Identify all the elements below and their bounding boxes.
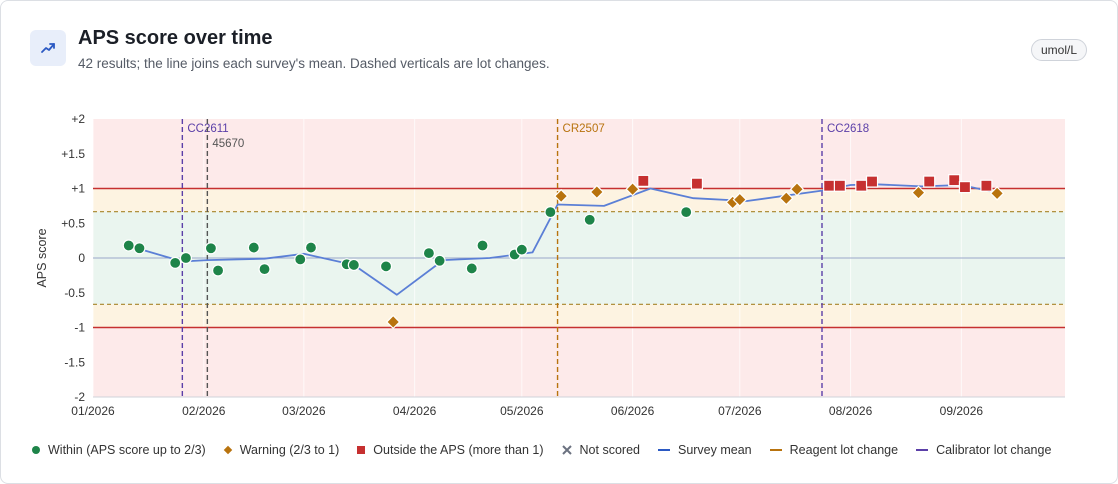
y-axis-label: APS score — [35, 228, 49, 287]
point-warning — [732, 192, 748, 207]
y-tick-label: -0.5 — [64, 286, 85, 300]
point-within — [515, 243, 528, 256]
trending-up-icon — [30, 30, 66, 66]
legend-item-reagent-lot[interactable]: Reagent lot change — [769, 443, 898, 457]
legend-item-outside[interactable]: Outside the APS (more than 1) — [356, 443, 544, 457]
point-outside — [958, 181, 972, 194]
point-within — [211, 264, 225, 277]
point-outside — [923, 175, 936, 188]
point-within — [247, 241, 260, 254]
point-warning — [625, 181, 640, 197]
point-within — [304, 241, 318, 254]
band-outside-lower — [93, 327, 1065, 397]
band-outside-upper — [93, 119, 1065, 189]
y-tick-label: +1 — [71, 182, 85, 196]
point-warning — [989, 186, 1005, 201]
aps-score-chart: 01/2026 02/2026 03/2026 04/2026 05/2026 06/20… — [35, 112, 1065, 418]
legend-item-not-scored[interactable]: Not scored — [561, 443, 640, 457]
legend-label-reagent-lot: Reagent lot change — [789, 443, 899, 457]
point-within — [583, 213, 596, 226]
legend-label-survey-mean: Survey mean — [677, 443, 752, 457]
point-within — [422, 247, 436, 260]
legend-item-warning[interactable]: Warning (2/3 to 1) — [223, 443, 340, 457]
point-within — [680, 206, 693, 219]
legend-label-warning: Warning (2/3 to 1) — [239, 443, 340, 457]
legend-label-not-scored: Not scored — [579, 443, 640, 457]
y-tick-label: +1.5 — [61, 147, 85, 161]
point-within — [465, 262, 478, 275]
x-tick-label: 01/2026 — [71, 404, 115, 418]
point-within — [347, 258, 360, 272]
legend-label-within: Within (APS score up to 2/3) — [48, 443, 206, 457]
point-outside — [855, 179, 868, 192]
point-within — [169, 256, 182, 269]
point-warning — [779, 191, 794, 206]
point-within — [258, 263, 271, 276]
x-tick-label: 08/2026 — [829, 404, 873, 418]
legend-item-within[interactable]: Within (APS score up to 2/3) — [31, 443, 206, 457]
x-tick-label: 09/2026 — [940, 404, 984, 418]
y-tick-label: -2 — [74, 390, 85, 404]
x-tick-label: 02/2026 — [182, 404, 226, 418]
x-tick-label: 03/2026 — [282, 404, 326, 418]
point-within — [122, 239, 135, 252]
point-outside — [637, 174, 650, 187]
lot-change-label: CC2618 — [827, 123, 869, 135]
y-tick-label: -1 — [74, 321, 85, 335]
point-within — [133, 242, 146, 255]
band-warning-lower — [93, 304, 1065, 328]
chart-subtitle: 42 results; the line joins each survey's… — [78, 56, 550, 71]
point-outside — [690, 177, 704, 190]
y-tick-label: -1.5 — [64, 355, 85, 369]
x-tick-label: 04/2026 — [393, 404, 437, 418]
point-warning — [553, 188, 569, 204]
point-within — [476, 239, 489, 252]
x-tick-label: 07/2026 — [718, 404, 762, 418]
point-within — [294, 253, 307, 266]
legend-label-outside: Outside the APS (more than 1) — [373, 443, 544, 457]
x-tick-label: 05/2026 — [500, 404, 544, 418]
point-within — [179, 251, 193, 265]
point-within — [379, 260, 393, 273]
legend-item-calibrator-lot[interactable]: Calibrator lot change — [915, 443, 1051, 457]
y-tick-label: 0 — [78, 251, 85, 265]
lot-change-label: 45670 — [212, 138, 244, 150]
point-within — [433, 254, 446, 267]
point-outside — [980, 179, 993, 192]
point-warning — [911, 185, 926, 200]
point-within — [204, 242, 218, 255]
point-warning — [589, 184, 605, 200]
unit-badge[interactable]: umol/L — [1031, 39, 1088, 61]
x-tick-label: 06/2026 — [611, 404, 655, 418]
chart-legend: Within (APS score up to 2/3) Warning (2/… — [31, 443, 1068, 457]
point-within — [544, 206, 557, 219]
point-warning — [385, 314, 401, 330]
legend-label-calibrator-lot: Calibrator lot change — [936, 443, 1052, 457]
point-outside — [865, 175, 879, 188]
y-tick-label: +0.5 — [61, 216, 85, 230]
point-warning — [789, 181, 805, 197]
point-outside — [833, 179, 846, 192]
legend-item-survey-mean[interactable]: Survey mean — [657, 443, 752, 457]
point-outside — [823, 179, 836, 192]
y-tick-label: +2 — [71, 112, 85, 126]
point-outside — [948, 174, 961, 187]
lot-change-label: CR2507 — [563, 123, 605, 135]
chart-title: APS score over time — [78, 27, 273, 49]
